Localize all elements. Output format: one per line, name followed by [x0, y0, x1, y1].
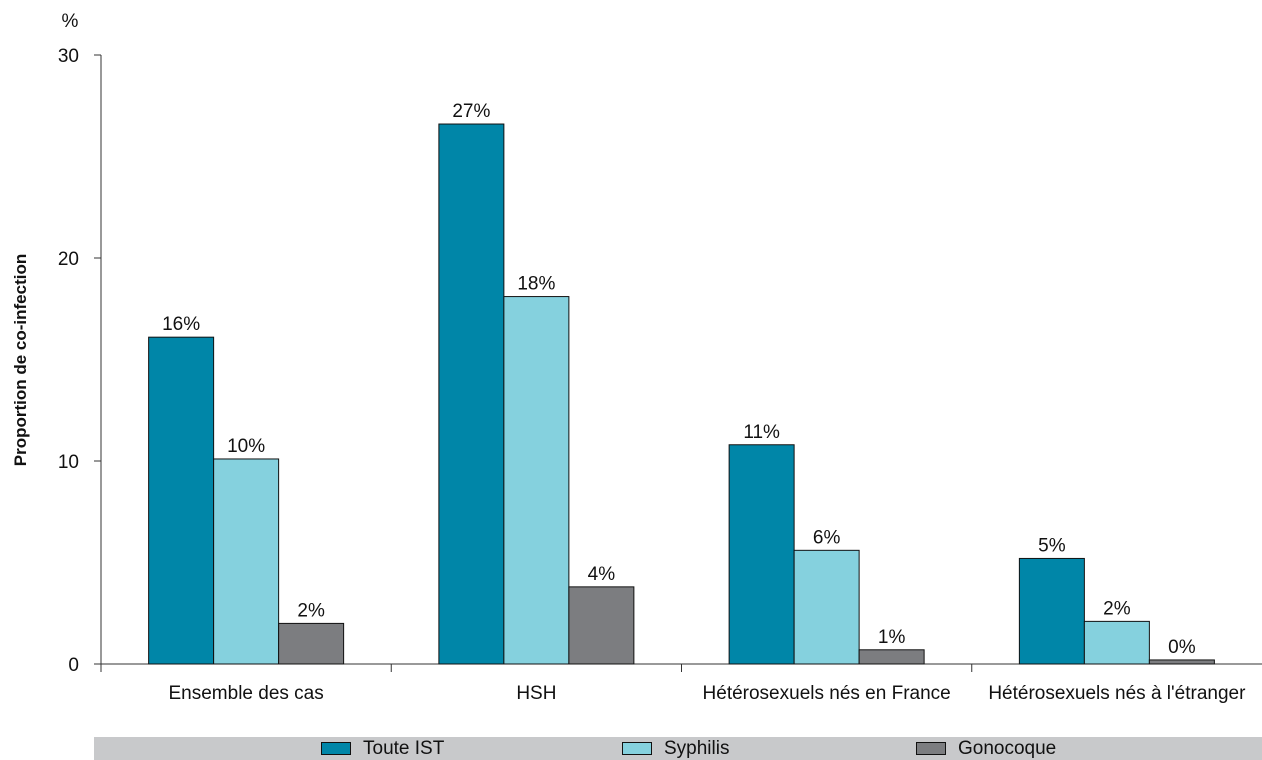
bar-value-label: 10% — [227, 436, 265, 457]
category-label: Hétérosexuels nés à l'étranger — [988, 683, 1246, 704]
bar-1-1 — [503, 296, 570, 665]
bar-value-label: 2% — [297, 600, 325, 621]
category-label: Hétérosexuels nés en France — [703, 683, 951, 704]
category-label: Ensemble des cas — [169, 683, 324, 704]
bar-1-2 — [793, 549, 860, 665]
bar-2-0 — [278, 622, 345, 665]
y-tick-label: 10 — [58, 452, 79, 473]
x-axis-ticks — [100, 664, 973, 672]
legend-swatch-toute-ist — [321, 742, 351, 755]
bar-value-label: 18% — [517, 274, 555, 295]
bar-series — [148, 123, 1215, 665]
bar-value-label: 5% — [1038, 535, 1066, 556]
y-unit-label: % — [62, 11, 79, 32]
y-axis-title: Proportion de co-infection — [11, 254, 30, 467]
bar-2-1 — [568, 586, 635, 665]
y-axis-ticks: 0 10 20 30 — [58, 46, 101, 676]
legend-item-toute-ist: Toute IST — [321, 737, 444, 760]
category-labels: Ensemble des cas HSH Hétérosexuels nés en … — [169, 683, 1247, 704]
bar-value-label: 11% — [743, 422, 780, 443]
bar-2-3 — [1148, 659, 1215, 665]
bar-value-label: 27% — [452, 101, 490, 122]
bar-2-2 — [858, 649, 925, 665]
bar-value-label: 2% — [1103, 598, 1131, 619]
legend-label-toute-ist: Toute IST — [363, 737, 445, 759]
y-tick-label: 20 — [58, 249, 79, 270]
category-label: HSH — [516, 683, 556, 704]
bar-chart: % Proportion de co-infection 0 10 20 30 16%… — [11, 11, 1262, 704]
bar-0-1 — [438, 123, 505, 665]
bar-0-0 — [148, 336, 215, 665]
bar-value-label: 4% — [588, 564, 616, 585]
legend-item-syphilis: Syphilis — [622, 737, 729, 760]
legend: Toute IST Syphilis Gonocoque — [94, 737, 1262, 760]
bar-value-labels: 16% 10% 2% 27% 18% 4% 11% 6% 1% 5% 2% 0% — [162, 101, 1196, 658]
legend-item-gonocoque: Gonocoque — [916, 737, 1056, 760]
bar-value-label: 1% — [878, 627, 906, 648]
bar-0-3 — [1018, 557, 1085, 665]
bar-1-0 — [213, 458, 280, 665]
bar-0-2 — [728, 444, 795, 665]
bar-value-label: 16% — [162, 314, 200, 335]
bar-value-label: 0% — [1168, 637, 1196, 658]
y-tick-label: 30 — [58, 46, 79, 67]
legend-swatch-gonocoque — [916, 742, 946, 755]
legend-swatch-syphilis — [622, 742, 652, 755]
bar-1-3 — [1083, 620, 1150, 665]
legend-label-syphilis: Syphilis — [664, 737, 730, 759]
y-tick-label: 0 — [68, 655, 79, 676]
legend-label-gonocoque: Gonocoque — [958, 737, 1057, 759]
bar-value-label: 6% — [813, 527, 841, 548]
